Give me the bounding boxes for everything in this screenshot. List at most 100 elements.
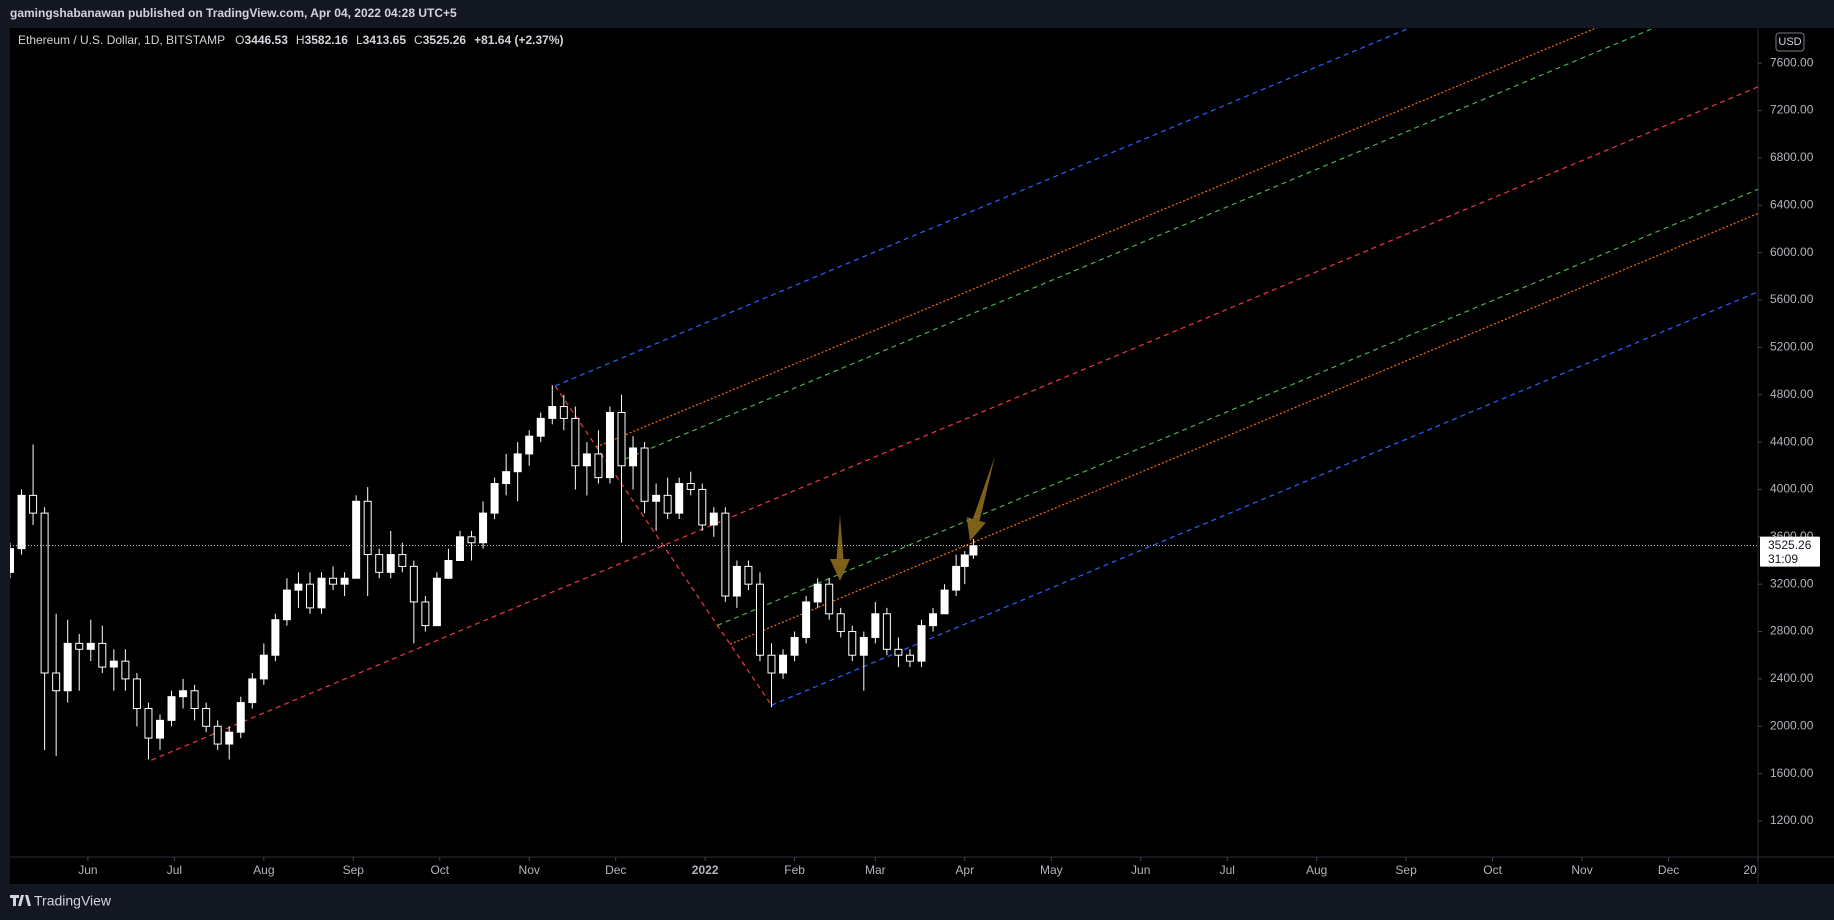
candle-body [398, 554, 407, 567]
x-tick-label: Feb [784, 863, 805, 877]
ohlc-label: C [414, 33, 423, 47]
x-tick-label: Mar [865, 863, 886, 877]
x-tick-label: Apr [955, 863, 974, 877]
candle-body [132, 678, 141, 710]
candle-body [17, 494, 26, 550]
x-tick-label: Aug [1306, 863, 1327, 877]
candle-body [594, 453, 603, 479]
y-tick-label: 3200.00 [1770, 576, 1814, 590]
candle-body [525, 435, 534, 455]
x-tick-label: Aug [253, 863, 274, 877]
candle-body [421, 601, 430, 627]
candle-body [294, 583, 303, 591]
candle-body [605, 411, 614, 479]
candle-body [479, 512, 488, 544]
ohlc-value: 3525.26 [423, 33, 467, 47]
pitchfork-median [151, 86, 1758, 761]
y-tick-label: 4400.00 [1770, 434, 1814, 448]
candle-body [917, 625, 926, 662]
candle-body [190, 690, 199, 710]
publish-info: gamingshabanawan published on TradingVie… [10, 6, 457, 20]
x-tick-label: Sep [343, 863, 365, 877]
candle-body [167, 696, 176, 721]
candle-body [790, 636, 799, 656]
pitchfork-lower-line [729, 212, 1758, 645]
ohlc-value: 3413.65 [363, 33, 407, 47]
candle-body [155, 719, 164, 739]
y-tick-label: 1600.00 [1770, 766, 1814, 780]
candle-body [825, 583, 834, 615]
candle-body [340, 577, 349, 585]
x-tick-label: Oct [430, 863, 449, 877]
y-tick-label: 4000.00 [1770, 482, 1814, 496]
candle-body [40, 512, 49, 674]
y-tick-label: 6800.00 [1770, 150, 1814, 164]
ohlc-label: L [356, 33, 363, 47]
x-tick-label: 2022 [692, 863, 719, 877]
currency-badge [1775, 32, 1805, 52]
candle-body [882, 613, 891, 650]
y-tick-label: 5200.00 [1770, 340, 1814, 354]
pitchfork-upper-line [554, 28, 1411, 387]
candle-body [871, 613, 880, 638]
x-tick-label: Nov [519, 863, 540, 877]
currency-label: USD [1778, 36, 1801, 48]
ohlc-value: 3446.53 [245, 33, 289, 47]
candle-body [490, 483, 499, 514]
logo-icon [10, 895, 31, 906]
candle-body [548, 406, 557, 419]
candle-body [98, 642, 107, 668]
x-tick-label: Dec [605, 863, 626, 877]
candle-body [571, 417, 580, 467]
y-tick-label: 2400.00 [1770, 671, 1814, 685]
candle-body [940, 589, 949, 615]
candle-body [559, 406, 568, 419]
candle-body [375, 554, 384, 573]
candle-body [859, 636, 868, 656]
x-tick-label: Sep [1395, 863, 1417, 877]
candle-body [225, 731, 234, 745]
y-tick-label: 2800.00 [1770, 624, 1814, 638]
y-tick-label: 6000.00 [1770, 245, 1814, 259]
candle-body [179, 690, 188, 698]
candle-body [767, 654, 776, 674]
candle-body [802, 601, 811, 638]
candle-body [502, 471, 511, 485]
candle-body [248, 678, 257, 704]
symbol-legend: Ethereum / U.S. Dollar, 1D, BITSTAMP O344… [18, 33, 564, 47]
candle-body [282, 589, 291, 621]
candle-body [86, 642, 95, 650]
annotation-arrow [966, 456, 995, 541]
pitchfork-lower-line [771, 291, 1758, 706]
candle-body [432, 577, 441, 627]
candle-body [779, 654, 788, 674]
x-tick-label: Oct [1483, 863, 1502, 877]
ohlc-value: 3582.16 [305, 33, 349, 47]
x-tick-label: 20 [1743, 863, 1757, 877]
change-value: +81.64 (+2.37%) [474, 33, 563, 47]
candle-body [386, 554, 395, 573]
pitchfork-lower-line [717, 188, 1758, 626]
pitchfork-handle [554, 385, 773, 706]
candle-body [259, 654, 268, 680]
candle-body [409, 565, 418, 603]
candle-body [455, 536, 464, 561]
candle-body [894, 648, 903, 656]
candle-body [836, 613, 845, 633]
candle-body [271, 619, 280, 656]
y-tick-label: 4800.00 [1770, 387, 1814, 401]
y-tick-label: 1200.00 [1770, 813, 1814, 827]
candle-body [617, 411, 626, 467]
countdown-label: 31:09 [1768, 552, 1798, 566]
candle-body [317, 577, 326, 609]
candle-body [744, 565, 753, 585]
candle-body [629, 447, 638, 467]
candle-body [109, 660, 118, 668]
candle-body [536, 417, 545, 437]
candle-body [905, 654, 914, 662]
x-tick-label: Jul [167, 863, 182, 877]
candle-body [663, 494, 672, 514]
candle-body [640, 447, 649, 502]
